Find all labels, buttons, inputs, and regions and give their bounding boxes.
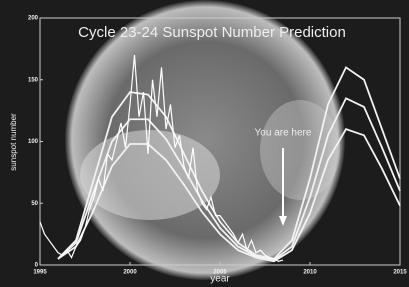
annotation: You are here: [255, 128, 312, 139]
y-tick-label: 100: [28, 139, 39, 145]
x-tick-label: 2005: [213, 270, 227, 276]
x-tick-label: 2010: [303, 270, 317, 276]
x-tick-label: 2000: [123, 270, 137, 276]
chart: Cycle 23-24 Sunspot Number Prediction ye…: [0, 0, 409, 287]
y-tick-label: 50: [31, 201, 38, 207]
x-tick-label: 2015: [393, 270, 407, 276]
y-tick-label: 150: [28, 77, 39, 83]
chart-title: Cycle 23-24 Sunspot Number Prediction: [78, 24, 346, 41]
y-tick-label: 200: [28, 16, 39, 22]
x-tick-label: 1995: [33, 270, 47, 276]
sun-flare: [260, 100, 340, 200]
y-axis-label: sunspot number: [9, 113, 18, 171]
